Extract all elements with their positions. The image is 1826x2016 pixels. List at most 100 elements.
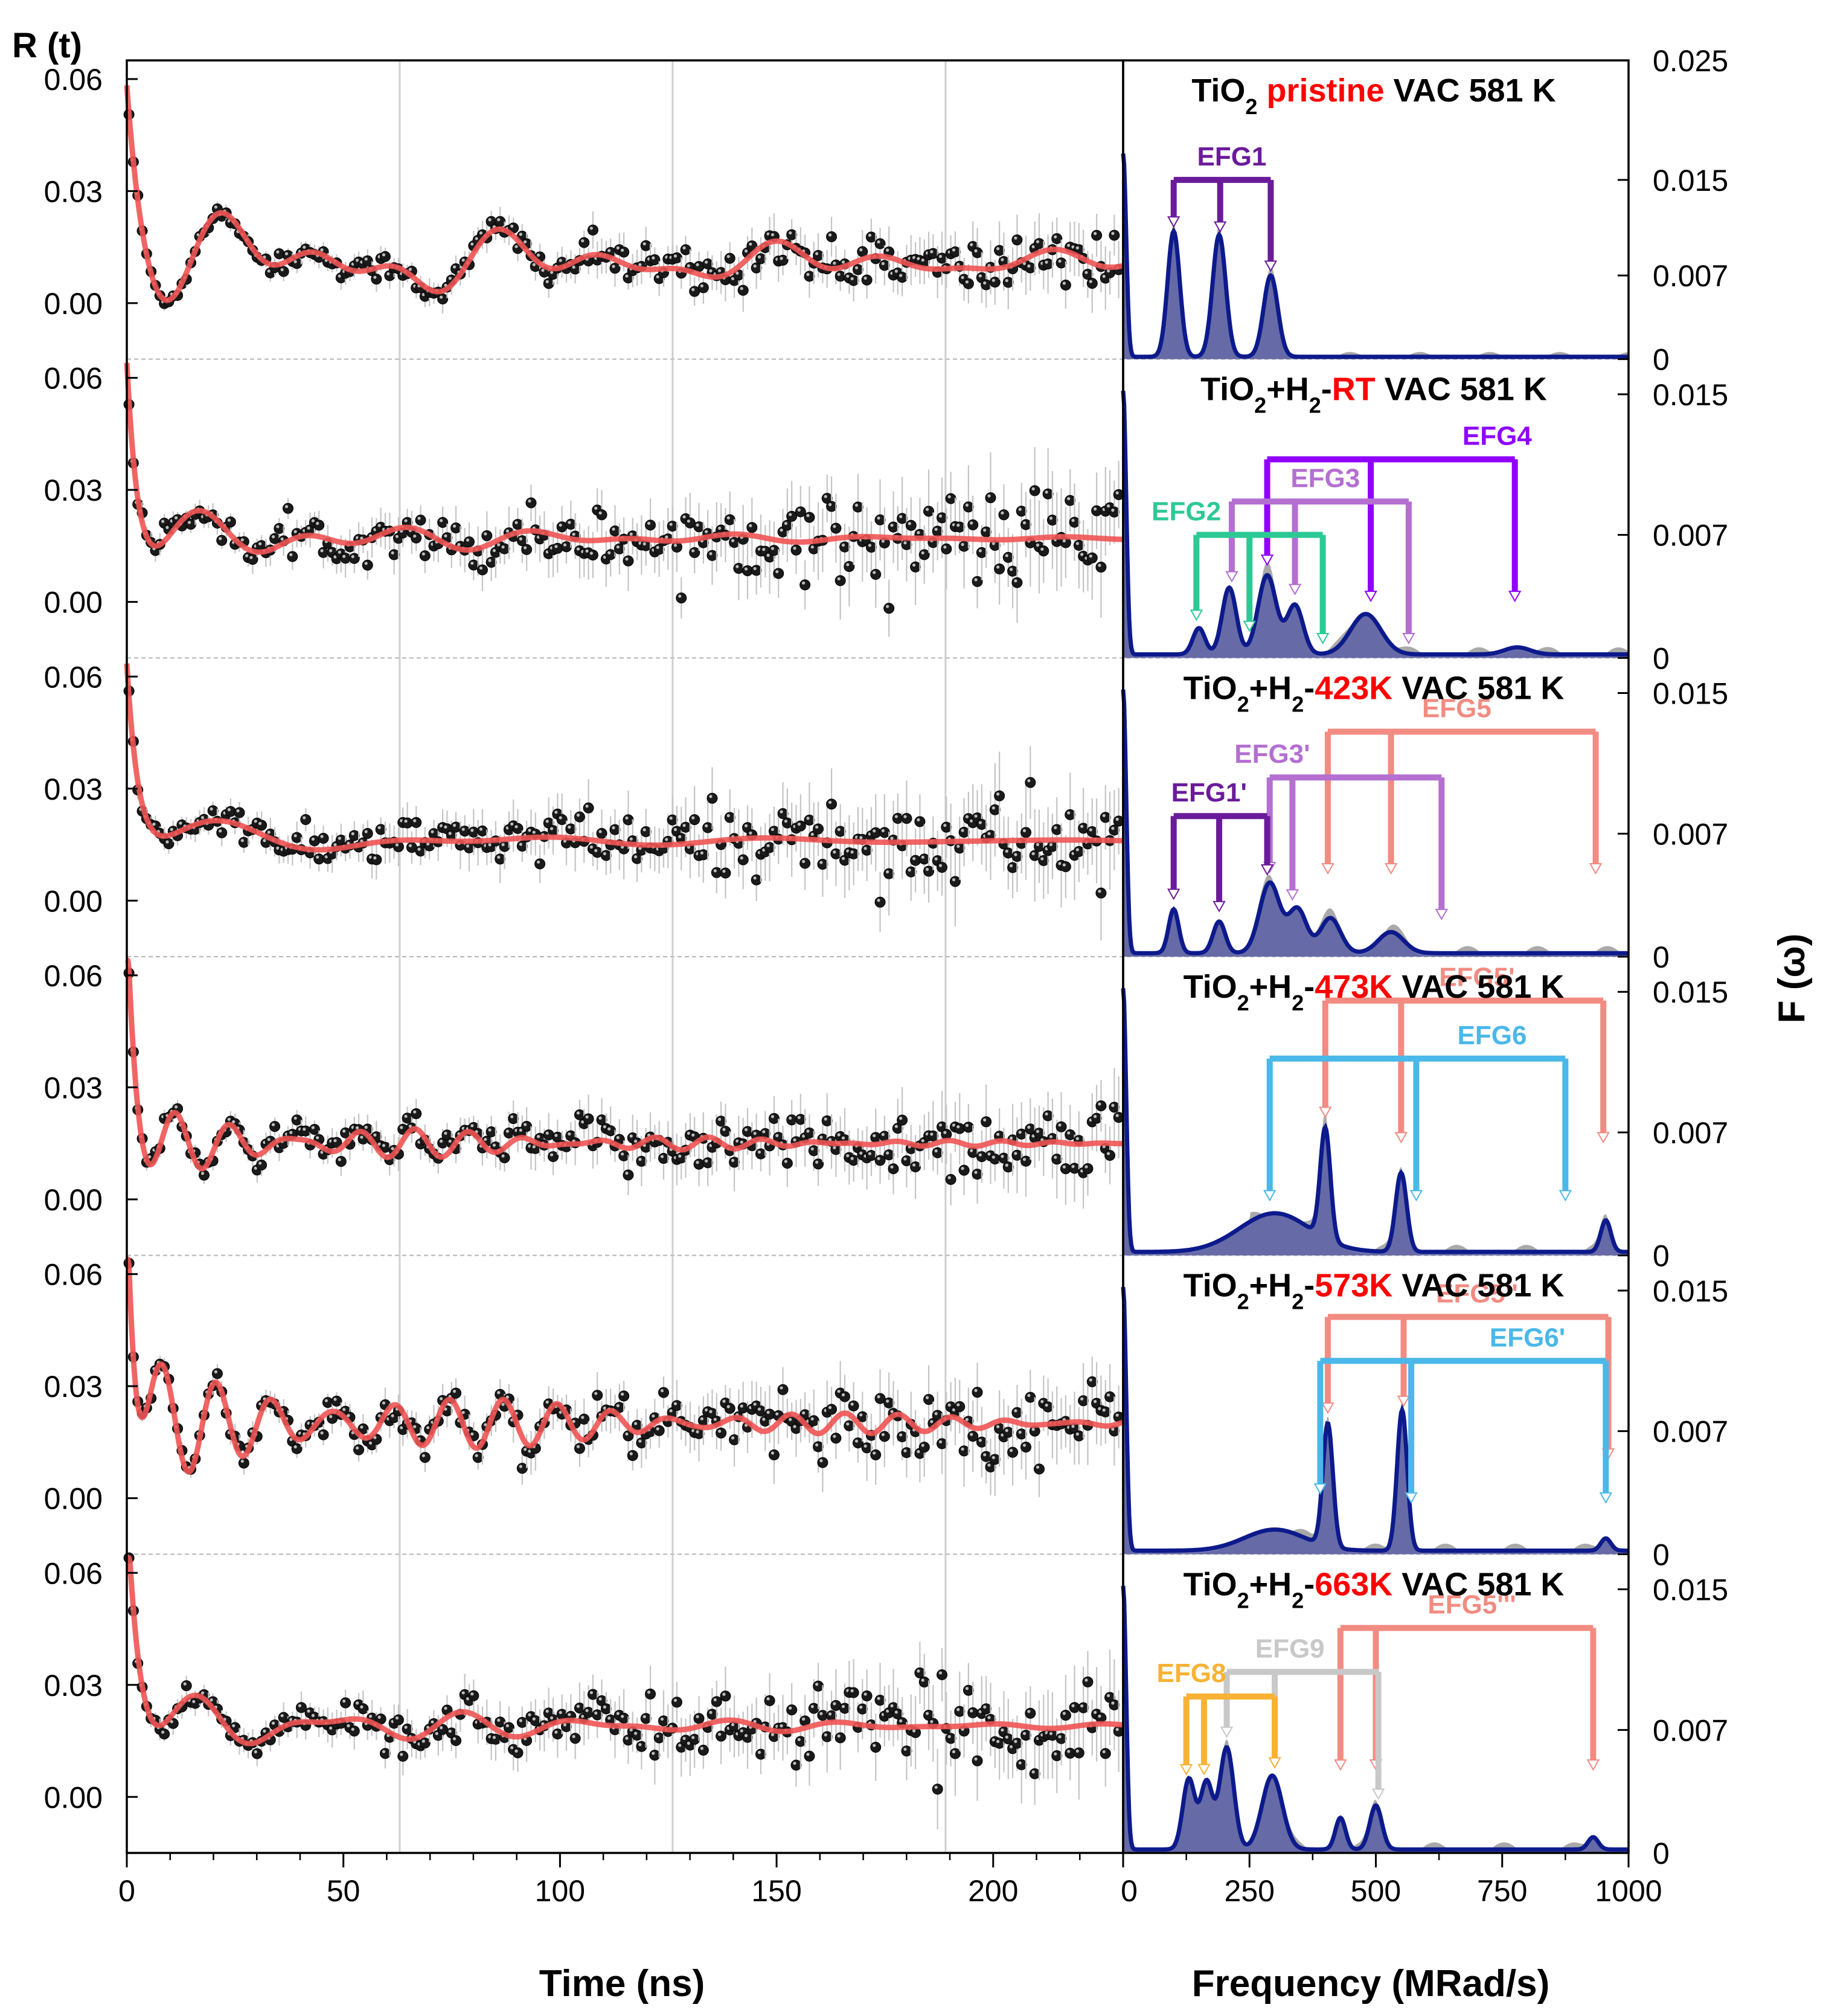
data-point [658, 1387, 669, 1398]
data-point-highlight [1036, 843, 1040, 847]
data-point-highlight [1102, 814, 1106, 817]
data-point [640, 240, 652, 251]
efg-arrowhead [1589, 863, 1603, 875]
data-point [636, 1155, 647, 1167]
panel-title-part: VAC 581 K [1392, 1566, 1564, 1602]
data-point-highlight [342, 1408, 346, 1411]
data-point-highlight [974, 1757, 978, 1761]
data-point-highlight [833, 1434, 836, 1438]
data-point [618, 1712, 630, 1724]
efg-arrowhead [1243, 620, 1256, 632]
data-point-highlight [974, 1388, 978, 1392]
data-point [795, 1736, 806, 1747]
data-point [830, 848, 842, 859]
data-point-highlight [440, 824, 443, 827]
y-tick-label-right: 0 [1653, 343, 1670, 377]
data-point-highlight [859, 1413, 863, 1417]
data-point-highlight [859, 836, 863, 839]
data-point-highlight [355, 1446, 359, 1450]
data-point [861, 844, 873, 856]
data-point-highlight [479, 231, 483, 235]
data-point-highlight [917, 1449, 920, 1454]
data-point [375, 824, 386, 835]
data-point [1016, 506, 1027, 517]
data-point-highlight [1036, 543, 1040, 547]
data-point-highlight [1014, 1152, 1017, 1155]
data-point [958, 1445, 970, 1457]
data-point-highlight [280, 537, 284, 541]
data-point [1056, 257, 1067, 269]
data-point [932, 1147, 943, 1158]
data-point-highlight [833, 525, 836, 528]
data-point-highlight [1080, 824, 1084, 828]
data-point-highlight [519, 1128, 522, 1132]
x-tick-label-frequency: 250 [1225, 1874, 1275, 1908]
data-point [278, 266, 289, 277]
data-point-highlight [1005, 1428, 1008, 1433]
data-point [300, 1125, 312, 1137]
data-point [476, 825, 488, 836]
data-point-highlight [589, 551, 594, 555]
data-point-highlight [819, 861, 823, 864]
data-point-highlight [970, 243, 973, 246]
data-point-highlight [881, 1132, 885, 1136]
data-point-highlight [983, 1118, 987, 1122]
data-point-highlight [329, 1414, 333, 1419]
data-point [949, 876, 961, 887]
data-point-highlight [669, 522, 673, 526]
data-point-highlight [258, 1161, 262, 1165]
data-point [1007, 565, 1019, 577]
data-point-highlight [293, 1445, 297, 1449]
data-point-highlight [594, 849, 598, 852]
data-point [994, 790, 1005, 801]
data-point-highlight [802, 1717, 806, 1721]
data-point [234, 807, 245, 818]
data-point [914, 816, 926, 827]
data-point [777, 808, 789, 820]
data-point [371, 854, 382, 865]
data-point [888, 521, 899, 533]
data-point-highlight [382, 1401, 386, 1405]
data-point-highlight [886, 605, 889, 608]
data-point-highlight [1075, 1137, 1079, 1140]
data-point [251, 1748, 263, 1759]
data-point-highlight [837, 577, 841, 580]
data-point-highlight [621, 248, 624, 252]
data-point-highlight [492, 1143, 496, 1147]
spectrum-line [1121, 689, 1629, 955]
data-point-highlight [1022, 262, 1027, 265]
data-point-highlight [925, 507, 929, 512]
data-point [848, 1400, 859, 1411]
data-point-highlight [1093, 1399, 1097, 1404]
data-point-highlight [1022, 829, 1027, 832]
data-point [954, 1401, 966, 1412]
y-tick-label-left: 0.06 [44, 660, 103, 694]
data-point-highlight [510, 1115, 514, 1119]
data-point-highlight [921, 1678, 924, 1682]
data-point-highlight [408, 844, 412, 847]
y-tick-label-right: 0.015 [1653, 975, 1728, 1009]
data-point [972, 576, 983, 587]
data-point [1109, 824, 1120, 836]
data-point [949, 246, 961, 257]
data-point [737, 854, 749, 865]
data-point-highlight [633, 1732, 638, 1735]
data-point [1016, 1128, 1027, 1140]
data-point-highlight [488, 1128, 492, 1132]
data-point-highlight [607, 249, 611, 252]
y-tick-label-left: 0.06 [44, 63, 103, 97]
data-point-highlight [731, 277, 735, 280]
data-point [508, 1113, 519, 1125]
data-point [658, 1715, 669, 1727]
data-point-highlight [965, 1687, 969, 1690]
data-point-highlight [303, 245, 306, 249]
data-point-highlight [1027, 264, 1031, 268]
data-point-highlight [770, 233, 775, 237]
panel-1: 0.00 0.03 0.06 EFG1 0 0.007 0.015 0.025 TiO2 pri… [44, 44, 1728, 377]
data-point [870, 1449, 882, 1460]
data-point-highlight [254, 820, 257, 823]
data-point-highlight [921, 855, 924, 859]
data-point-highlight [161, 1730, 165, 1734]
data-point-highlight [991, 278, 995, 282]
data-point-highlight [930, 1132, 934, 1136]
